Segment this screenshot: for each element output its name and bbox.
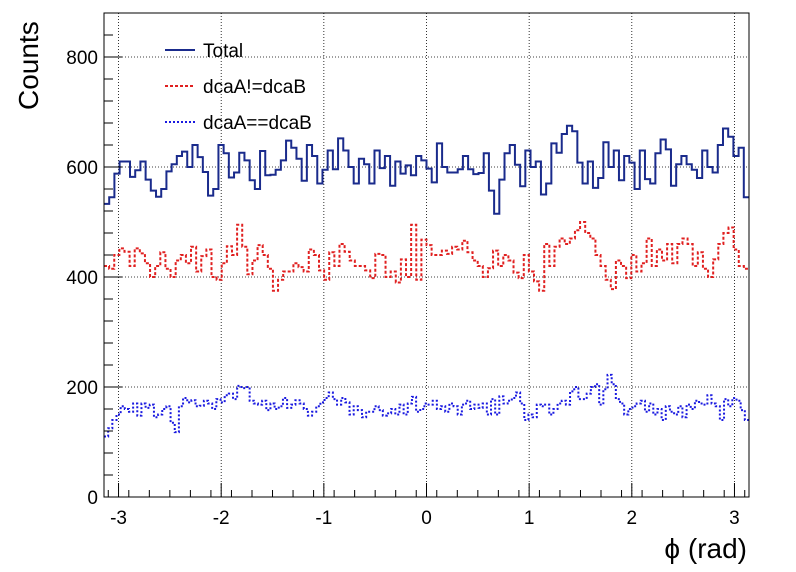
x-tick-label: 3 bbox=[729, 508, 740, 529]
legend-label-1: Total bbox=[203, 41, 243, 62]
x-tick-label: 1 bbox=[524, 508, 535, 529]
series-group bbox=[104, 124, 749, 438]
axis-tick-labels: -3 -2 -1 0 1 2 3 0 200 400 600 800 bbox=[66, 48, 739, 529]
y-tick-label: 400 bbox=[66, 268, 98, 289]
legend-label-3: dcaA==dcaB bbox=[203, 113, 312, 134]
y-tick-label: 800 bbox=[66, 48, 98, 69]
legend-label-2: dcaA!=dcaB bbox=[203, 77, 306, 98]
y-axis-title: Counts bbox=[13, 21, 44, 110]
x-tick-label: -2 bbox=[213, 508, 230, 529]
axis-ticks bbox=[104, 34, 746, 498]
x-tick-label: 2 bbox=[627, 508, 638, 529]
series-line-3 bbox=[104, 373, 749, 438]
series-line-2 bbox=[104, 221, 749, 292]
legend: Total dcaA!=dcaB dcaA==dcaB bbox=[165, 41, 312, 134]
y-tick-label: 0 bbox=[87, 488, 98, 509]
series-line-1 bbox=[104, 124, 749, 215]
y-tick-label: 200 bbox=[66, 378, 98, 399]
x-axis-title: ϕ (rad) bbox=[664, 533, 747, 564]
x-tick-label: -1 bbox=[315, 508, 332, 529]
x-tick-label: -3 bbox=[110, 508, 127, 529]
y-tick-label: 600 bbox=[66, 158, 98, 179]
x-tick-label: 0 bbox=[421, 508, 432, 529]
